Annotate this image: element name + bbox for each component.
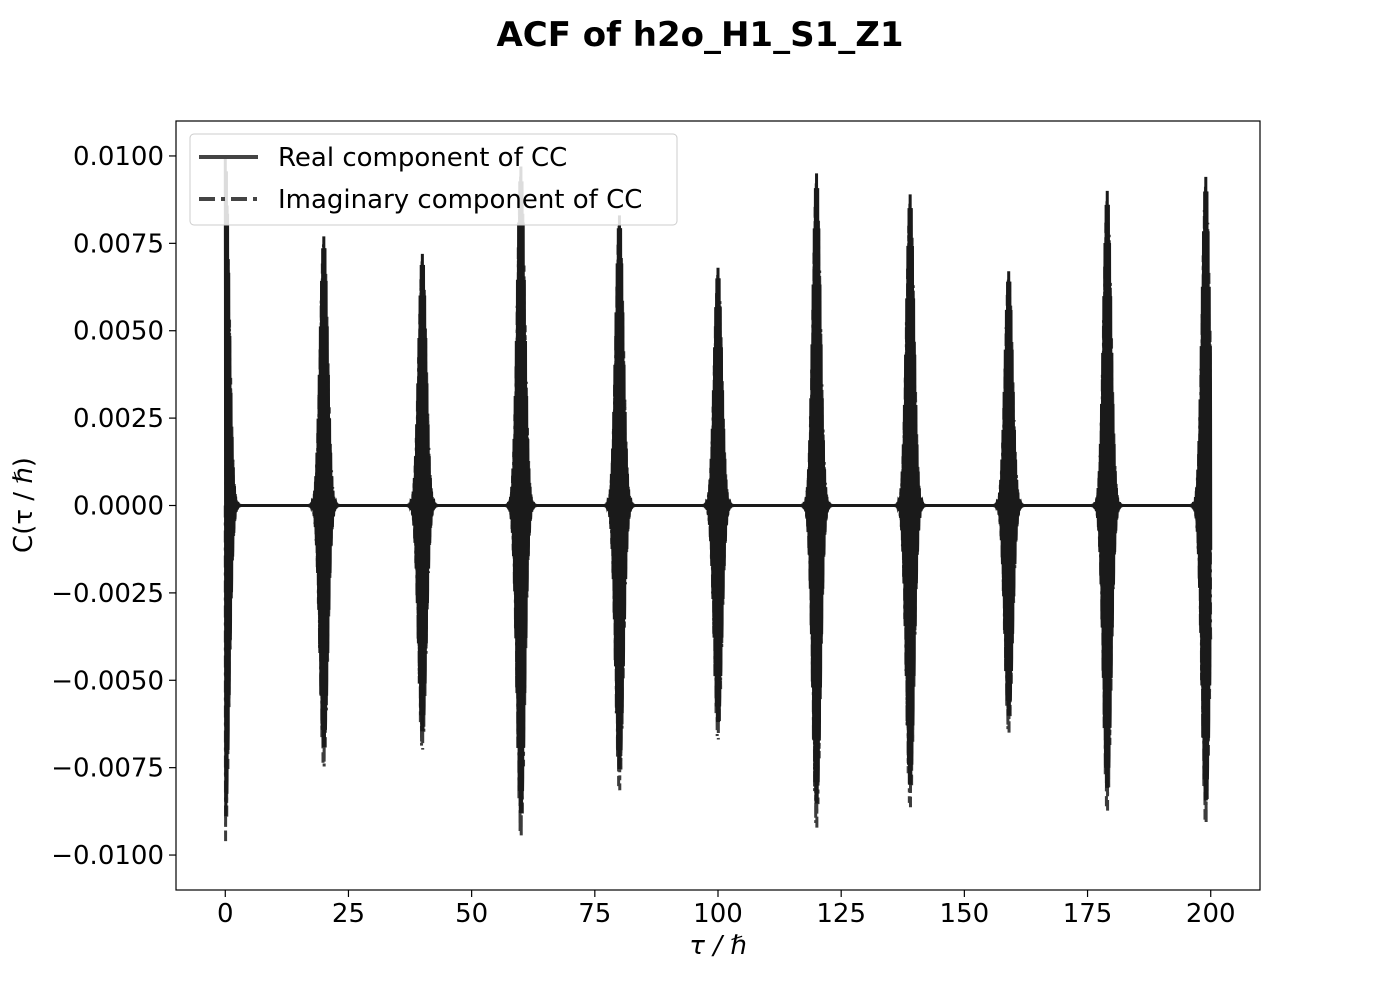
x-tick-label: 125 (816, 899, 866, 929)
y-tick-label: 0.0075 (73, 229, 164, 259)
series-layer (223, 155, 1213, 842)
series-real-line (223, 155, 1213, 817)
x-axis-label: τ / ℏ (689, 931, 746, 961)
y-tick-label: −0.0075 (51, 754, 164, 784)
y-tick-label: −0.0050 (51, 666, 164, 696)
x-tick-label: 0 (217, 899, 234, 929)
plot-area (175, 120, 1261, 891)
x-tick-label: 25 (332, 899, 365, 929)
y-axis: −0.0100 −0.0075 −0.0050 −0.0025 0.0000 0.0025… (51, 142, 176, 871)
x-tick-label: 200 (1186, 899, 1236, 929)
y-tick-label: 0.0000 (73, 492, 164, 522)
x-tick-label: 50 (455, 899, 488, 929)
y-axis-label: C(τ / ℏ) (9, 457, 39, 553)
chart-title: ACF of h2o_H1_S1_Z1 (496, 15, 903, 55)
x-axis: 0 25 50 75 100 125 150 175 200 (217, 890, 1236, 929)
y-tick-label: −0.0025 (51, 579, 164, 609)
x-tick-label: 75 (578, 899, 611, 929)
x-tick-label: 100 (693, 899, 743, 929)
legend-label-imag: Imaginary component of CC (278, 185, 642, 215)
legend: Real component of CC Imaginary component… (189, 133, 678, 226)
legend-label-real: Real component of CC (278, 143, 567, 173)
y-tick-label: −0.0100 (51, 841, 164, 871)
y-tick-label: 0.0025 (73, 404, 164, 434)
x-tick-label: 175 (1063, 899, 1113, 929)
y-tick-label: 0.0050 (73, 317, 164, 347)
y-tick-label: 0.0100 (73, 142, 164, 172)
x-tick-label: 150 (940, 899, 990, 929)
legend-box (189, 133, 678, 226)
